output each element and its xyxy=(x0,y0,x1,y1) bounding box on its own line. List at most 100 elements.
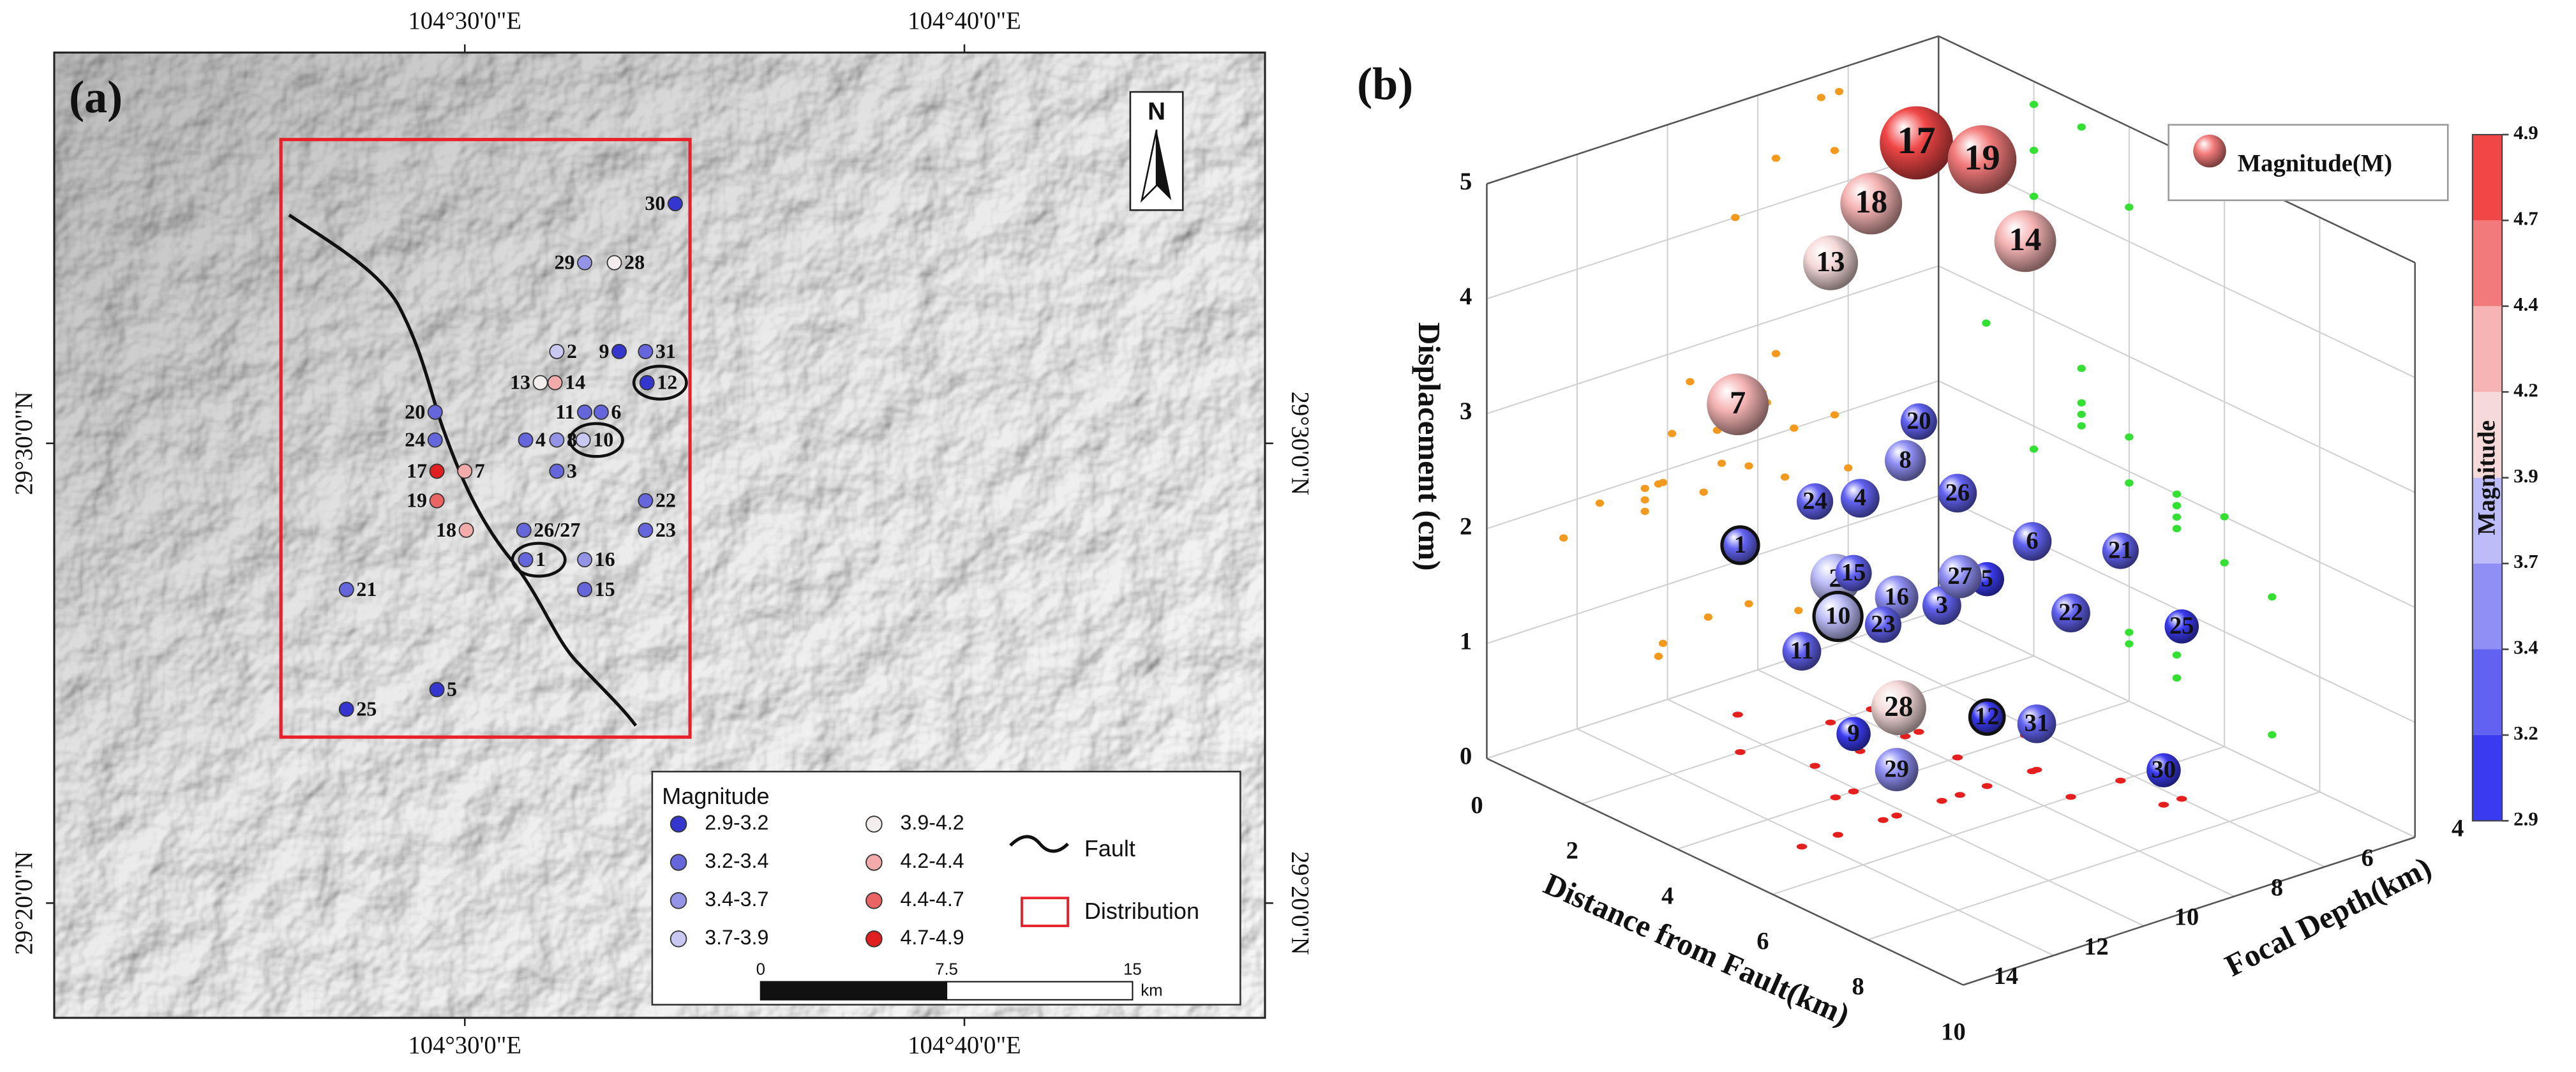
event-label: 29 xyxy=(1884,756,1909,783)
epicenter xyxy=(532,375,548,391)
epicenter xyxy=(427,432,443,448)
wall-projection xyxy=(2077,399,2086,407)
wall-projection xyxy=(1771,154,1781,162)
epicenter xyxy=(611,343,627,359)
y-tick-label: 29°20'0"N xyxy=(1287,851,1314,955)
wall-projection xyxy=(2220,559,2229,567)
scale-label: 15 xyxy=(1123,960,1142,978)
z-tick-label: 3 xyxy=(1460,398,1472,425)
epicenter xyxy=(457,463,473,479)
highlight-ring xyxy=(568,422,624,458)
colorbar-band xyxy=(2472,392,2503,478)
epicenter xyxy=(577,581,593,597)
colorbar-band xyxy=(2472,477,2503,564)
grid-line xyxy=(1486,610,1939,759)
wall-projection xyxy=(1830,411,1839,419)
colorbar-band xyxy=(2472,220,2503,306)
legend-label: 3.7-3.9 xyxy=(705,926,768,949)
floor-projection xyxy=(1825,719,1836,726)
event-sphere xyxy=(2102,532,2139,569)
north-arrow xyxy=(1157,130,1172,200)
wall-projection xyxy=(1834,87,1844,96)
epicenter-label: 8 xyxy=(567,428,577,451)
epicenter-label: 29 xyxy=(554,251,574,274)
colorbar-band xyxy=(2472,734,2503,821)
z-tick-label: 0 xyxy=(1460,743,1472,770)
floor-projection xyxy=(1954,792,1965,798)
wall-projection xyxy=(2172,513,2182,521)
event-sphere xyxy=(1836,717,1871,752)
wall-projection xyxy=(2029,193,2039,200)
x-tick-label: 8 xyxy=(1852,974,1864,1001)
wall-projection xyxy=(1731,214,1740,221)
epicenter-label: 20 xyxy=(405,400,425,423)
epicenter xyxy=(427,404,443,420)
epicenter xyxy=(593,404,609,420)
floor-projection xyxy=(1848,788,1859,794)
floor-projection xyxy=(1952,754,1963,761)
event-sphere xyxy=(1864,606,1901,643)
epicenter xyxy=(606,255,622,271)
floor-projection xyxy=(1832,831,1843,838)
x-tick-label: 104°40'0"E xyxy=(908,1032,1021,1059)
grid-line xyxy=(1938,610,2416,838)
wall-projection xyxy=(1704,613,1712,621)
epicenter xyxy=(667,196,683,212)
x-tick-label: 0 xyxy=(1471,793,1483,819)
event-label: 24 xyxy=(1802,488,1827,514)
legend-label: 4.7-4.9 xyxy=(901,926,964,949)
event-label: 3 xyxy=(1936,592,1948,618)
legend-distribution: Distribution xyxy=(1084,898,1199,924)
wall-projection xyxy=(2172,525,2182,533)
colorbar-title: Magnitude xyxy=(2473,421,2500,535)
event-sphere xyxy=(2164,609,2199,644)
floor-projection xyxy=(1981,783,1993,789)
event-sphere xyxy=(2012,522,2052,561)
event-sphere xyxy=(1994,210,2056,272)
colorbar-band xyxy=(2472,649,2503,735)
wall-projection xyxy=(1699,488,1708,496)
z-tick-label: 5 xyxy=(1460,168,1472,195)
wall-projection xyxy=(2172,674,2182,682)
wall-projection xyxy=(1780,473,1790,481)
wall-projection xyxy=(2077,410,2086,419)
floor-projection xyxy=(1732,711,1743,718)
x-tick-label: 6 xyxy=(1756,928,1769,955)
grid-line xyxy=(1486,380,1939,530)
epicenter-label: 1 xyxy=(535,547,546,570)
grid-line xyxy=(1486,265,1939,415)
floor-projection xyxy=(2065,794,2076,800)
floor-projection xyxy=(1796,844,1808,850)
epicenter-label: 31 xyxy=(655,339,676,362)
legend-swatch xyxy=(865,892,883,909)
wall-projection xyxy=(1790,424,1799,432)
map-panel: N (a) Magnitude Fault Distribution 104°3… xyxy=(11,8,1314,1059)
event-label: 23 xyxy=(1871,611,1896,637)
wall-projection xyxy=(2172,651,2182,659)
epicenter-label: 28 xyxy=(624,251,645,274)
epicenter-label: 12 xyxy=(657,371,677,394)
wall-projection xyxy=(1667,429,1677,438)
event-label: 15 xyxy=(1841,560,1866,586)
epicenter xyxy=(638,493,654,509)
event-sphere xyxy=(1812,590,1864,643)
box-edge xyxy=(1963,836,2416,986)
box-edge xyxy=(1486,757,1964,986)
floor-projection xyxy=(1878,817,1889,823)
epicenter-label: 15 xyxy=(595,577,615,600)
colorbar-tick-label: 3.9 xyxy=(2513,465,2538,487)
legend-label: 3.2-3.4 xyxy=(705,849,768,872)
wall-projection xyxy=(2077,422,2086,430)
z-tick-label: 1 xyxy=(1460,628,1472,655)
distribution-box xyxy=(279,138,692,739)
scale-segment xyxy=(760,981,948,1001)
wall-projection xyxy=(2268,593,2277,601)
highlight-ring xyxy=(511,542,567,578)
epicenter xyxy=(549,343,565,359)
scale-label: 0 xyxy=(756,960,765,978)
event-label: 31 xyxy=(2025,710,2049,737)
event-label: 14 xyxy=(2009,221,2042,257)
event-sphere xyxy=(1840,172,1903,235)
grid-line xyxy=(1582,655,2034,805)
